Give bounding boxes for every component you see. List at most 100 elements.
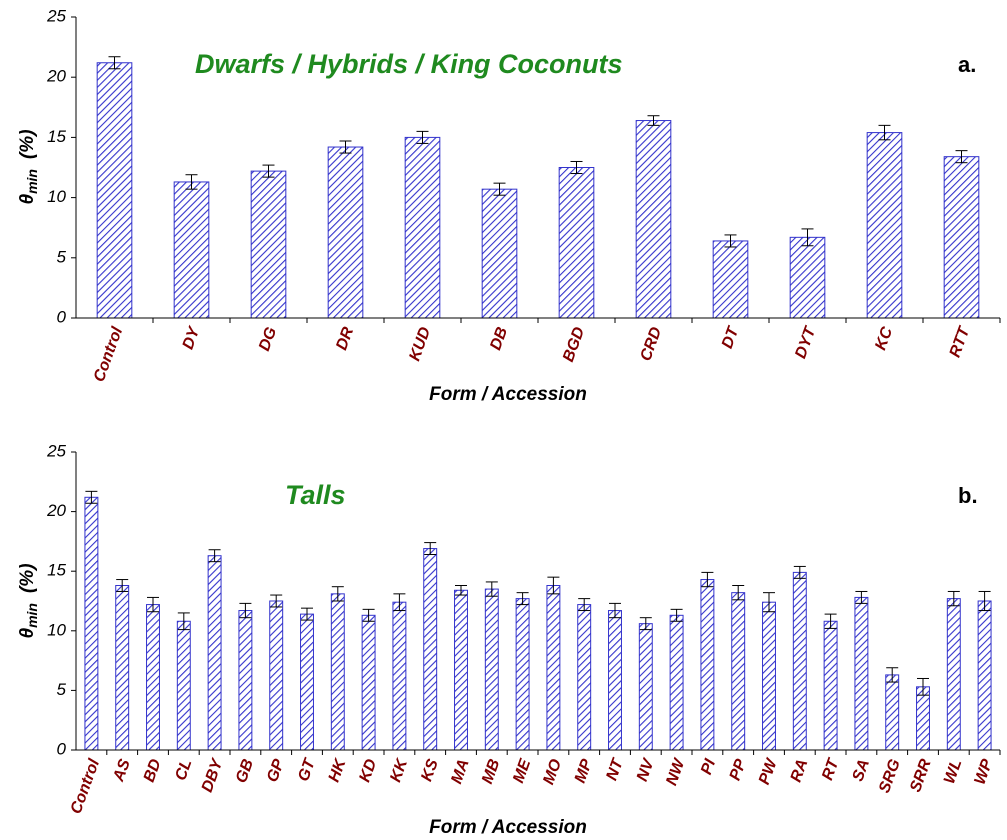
x-tick-label: HK bbox=[326, 756, 350, 785]
bar bbox=[712, 240, 749, 319]
x-tick-label: WP bbox=[972, 757, 997, 787]
bar bbox=[330, 593, 345, 751]
error-bar bbox=[855, 590, 868, 604]
error-bar bbox=[955, 150, 968, 164]
x-tick-label: PW bbox=[756, 755, 781, 787]
bar bbox=[484, 588, 499, 751]
x-tick-label: MA bbox=[448, 757, 473, 786]
bar bbox=[146, 604, 160, 751]
y-label-subscript: min bbox=[24, 169, 40, 194]
bar bbox=[327, 146, 364, 319]
error-bar bbox=[239, 602, 252, 619]
x-tick-label: DR bbox=[333, 325, 357, 353]
bar bbox=[173, 181, 210, 319]
x-tick-label: KD bbox=[356, 757, 380, 785]
x-tick-label: RA bbox=[788, 757, 812, 785]
bar bbox=[207, 555, 222, 751]
y-tick-label: 25 bbox=[46, 6, 66, 25]
chart-title: Dwarfs / Hybrids / King Coconuts bbox=[195, 49, 623, 79]
x-tick-label: KC bbox=[872, 325, 896, 353]
bar bbox=[96, 62, 133, 319]
bar bbox=[238, 610, 253, 751]
y-tick-label: 10 bbox=[47, 187, 66, 206]
bar bbox=[558, 167, 595, 319]
panel-label: b. bbox=[958, 483, 978, 508]
error-bar bbox=[331, 586, 344, 602]
x-tick-label: SRG bbox=[876, 757, 904, 795]
error-bar bbox=[793, 565, 806, 579]
bar bbox=[269, 600, 284, 751]
error-bar bbox=[485, 581, 498, 597]
x-tick-label: NV bbox=[634, 756, 658, 784]
error-bar bbox=[547, 576, 560, 595]
bar bbox=[250, 170, 287, 319]
bar bbox=[885, 674, 900, 751]
y-label-symbol: θ bbox=[17, 194, 38, 205]
error-bar bbox=[262, 164, 275, 178]
bar bbox=[635, 120, 672, 319]
x-tick-label: RT bbox=[819, 756, 843, 783]
bar bbox=[608, 610, 622, 751]
error-bar bbox=[270, 594, 283, 608]
x-tick-label: ME bbox=[510, 756, 535, 786]
x-tick-label: SRR bbox=[907, 757, 935, 795]
x-tick-label: NT bbox=[603, 756, 627, 783]
error-bar bbox=[917, 677, 929, 696]
bar bbox=[546, 585, 561, 751]
y-axis-label: θmin (%) bbox=[17, 129, 40, 204]
x-tick-label: BD bbox=[141, 757, 165, 785]
error-bar bbox=[801, 228, 814, 247]
error-bar bbox=[886, 667, 899, 683]
bar bbox=[731, 592, 746, 751]
x-tick-label: Control bbox=[91, 324, 127, 384]
error-bar bbox=[362, 608, 375, 622]
bar bbox=[977, 600, 992, 751]
bar bbox=[638, 623, 653, 751]
y-tick-label: 15 bbox=[47, 561, 66, 580]
error-bar bbox=[393, 593, 406, 612]
y-tick-label: 25 bbox=[46, 441, 66, 460]
error-bar bbox=[424, 542, 437, 556]
bar bbox=[577, 604, 592, 751]
x-tick-label: DBY bbox=[199, 756, 227, 795]
bar bbox=[762, 601, 776, 751]
error-bar bbox=[301, 607, 313, 621]
bar bbox=[84, 496, 99, 751]
error-bar bbox=[701, 571, 714, 588]
error-bar bbox=[824, 613, 837, 629]
x-tick-label: WL bbox=[941, 757, 965, 786]
x-tick-label: CL bbox=[172, 757, 195, 783]
x-tick-label: KS bbox=[418, 757, 442, 784]
x-tick-label: RTT bbox=[947, 324, 974, 360]
bar bbox=[515, 598, 530, 751]
error-bar bbox=[339, 140, 352, 154]
bar bbox=[481, 188, 518, 319]
error-bar bbox=[493, 182, 506, 196]
x-tick-label: GB bbox=[233, 757, 257, 785]
error-bar bbox=[208, 549, 221, 563]
error-bar bbox=[639, 617, 652, 631]
chart-title: Talls bbox=[285, 480, 346, 510]
y-label-symbol: θ bbox=[17, 628, 38, 639]
x-tick-label: DYT bbox=[792, 324, 819, 361]
y-label-unit: (%) bbox=[17, 129, 38, 159]
x-tick-label: KK bbox=[387, 756, 411, 785]
bar bbox=[404, 136, 441, 319]
error-bar bbox=[978, 590, 991, 612]
bar bbox=[789, 236, 826, 319]
bar bbox=[454, 589, 468, 751]
bar bbox=[423, 548, 438, 751]
y-tick-label: 5 bbox=[57, 247, 67, 266]
x-tick-label: MP bbox=[572, 757, 596, 786]
x-tick-label: DT bbox=[719, 324, 743, 351]
bar bbox=[361, 614, 376, 751]
y-tick-label: 15 bbox=[47, 127, 66, 146]
bar bbox=[700, 579, 715, 751]
error-bar bbox=[578, 598, 591, 612]
error-bar bbox=[609, 602, 621, 619]
x-tick-label: NW bbox=[663, 755, 689, 788]
error-bar bbox=[455, 585, 467, 596]
y-label-subscript: min bbox=[24, 603, 40, 628]
bar bbox=[823, 620, 838, 751]
